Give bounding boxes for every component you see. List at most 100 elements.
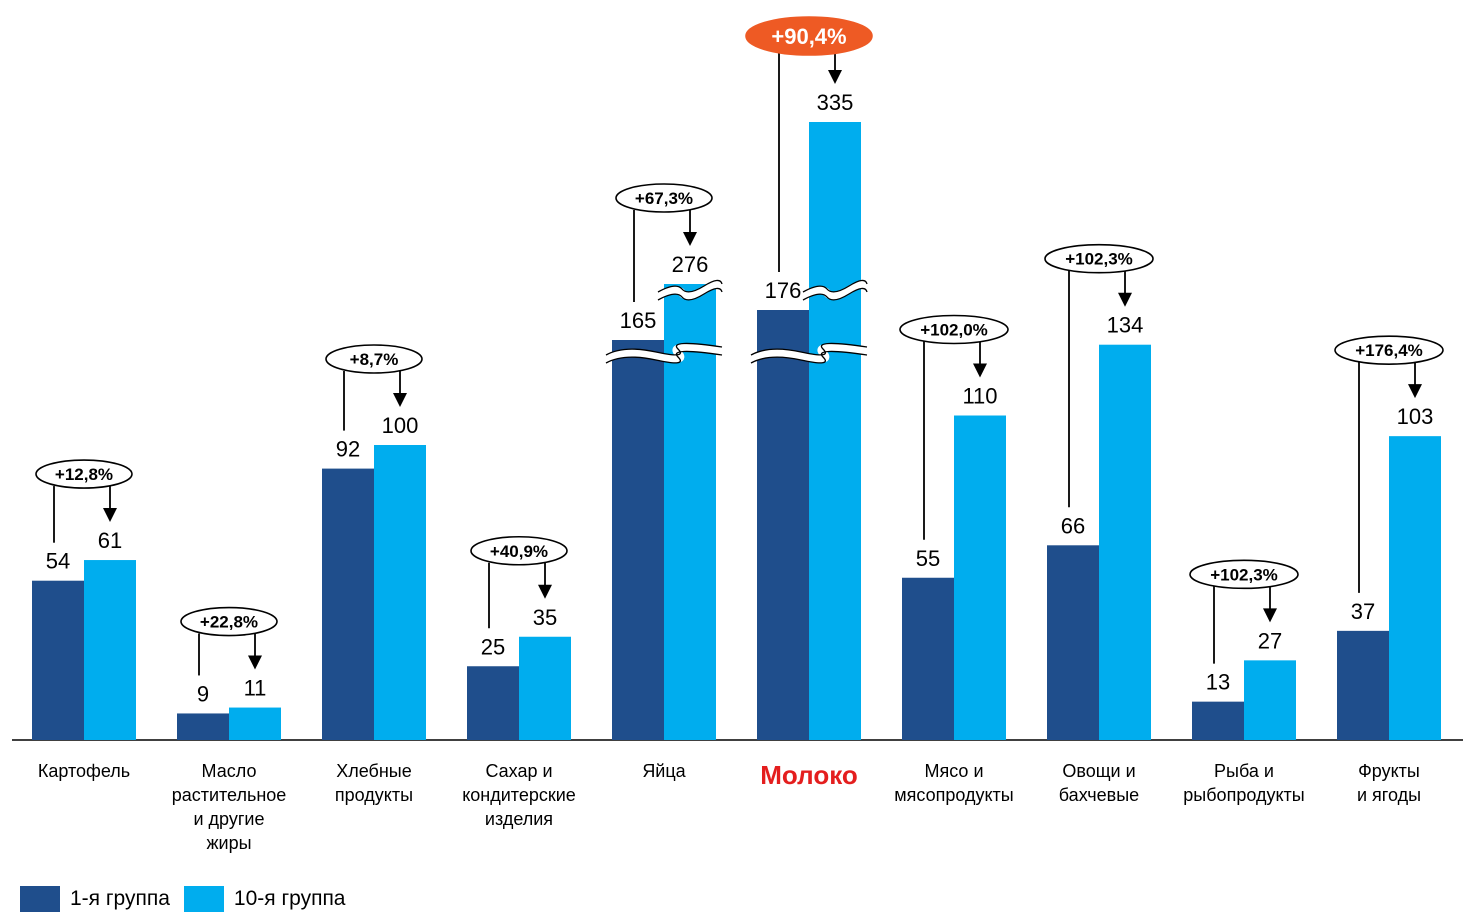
value-label-group-10: 110: [962, 384, 997, 409]
change-badge-label: +67,3%: [635, 189, 693, 208]
axis-break-upper-gap: [656, 280, 726, 300]
bar-group-1: [612, 340, 664, 740]
bar-group-10: [1389, 436, 1441, 740]
category-label: продукты: [335, 785, 413, 805]
legend-label-group-1: 1-я группа: [70, 887, 170, 910]
change-badge: [35, 459, 133, 489]
bar-group-1: [1337, 630, 1389, 740]
change-badge: [615, 183, 713, 213]
category-label: жиры: [206, 833, 251, 853]
bar-group-10: [1099, 344, 1151, 740]
change-badge: [1334, 335, 1444, 365]
legend-label-group-10: 10-я группа: [233, 887, 346, 910]
category-label: кондитерские: [462, 785, 576, 805]
value-label-group-1: 66: [1061, 513, 1085, 538]
axis-break-lower-gap: [604, 343, 723, 363]
bar-group-10: [519, 636, 571, 740]
value-label-group-1: 176: [765, 278, 802, 303]
value-label-group-10: 61: [98, 528, 122, 553]
value-label-group-1: 55: [916, 546, 940, 571]
category-label: бахчевые: [1059, 785, 1139, 805]
value-label-group-1: 54: [46, 549, 70, 574]
axis-break-lower-gap: [749, 343, 868, 363]
legend-swatch-group-10: [183, 886, 224, 912]
value-label-group-1: 165: [620, 308, 657, 333]
category-label: Масло: [202, 761, 257, 781]
change-badge-label: +102,3%: [1210, 565, 1278, 584]
legend-item-group-1: 1-я группа: [20, 886, 170, 912]
bar-group-1: [467, 666, 519, 740]
change-arrow-head: [393, 393, 407, 407]
bar-group-1: [902, 577, 954, 740]
axis-break-lower-line-top: [750, 342, 868, 356]
value-label-group-1: 13: [1206, 670, 1230, 695]
category-label: Мясо и: [924, 761, 983, 781]
category-label: изделия: [485, 809, 553, 829]
change-badge: [745, 16, 873, 56]
bar-group-1: [32, 580, 84, 740]
category-label: Молоко: [760, 760, 858, 790]
change-arrow-head: [103, 508, 117, 523]
change-badge: [899, 314, 1009, 345]
legend-swatch-group-1: [20, 886, 60, 912]
bar-group-10: [84, 560, 136, 740]
bar-group-10: [374, 445, 426, 740]
category-label: мясопродукты: [894, 785, 1013, 805]
change-badge: [1189, 559, 1299, 590]
axis-break-lower-line-top: [605, 342, 723, 356]
change-arrow-head: [1263, 608, 1277, 623]
value-label-group-1: 25: [481, 634, 505, 659]
category-label: Овощи и: [1062, 761, 1135, 781]
value-label-group-1: 9: [197, 681, 209, 706]
change-arrow-head: [1408, 384, 1422, 399]
change-arrow-head: [973, 363, 987, 378]
value-label-group-10: 335: [817, 90, 854, 115]
axis-break-upper-gap: [801, 280, 871, 300]
category-label: Фрукты: [1358, 761, 1420, 781]
legend: 1-я группа 10-я группа: [20, 886, 360, 912]
change-badge: [325, 344, 423, 374]
category-label: Картофель: [38, 761, 130, 781]
axis-break-upper-line-top: [657, 279, 723, 293]
bar-group-1: [1192, 701, 1244, 740]
value-label-group-10: 276: [672, 252, 709, 277]
change-badge: [1044, 243, 1154, 274]
category-label: Сахар и: [485, 761, 552, 781]
value-label-group-1: 92: [336, 437, 360, 462]
bar-group-10: [809, 122, 861, 740]
axis-break-upper-line-bottom: [802, 287, 868, 301]
change-badge-label: +22,8%: [200, 613, 258, 632]
change-badge-label: +176,4%: [1355, 341, 1423, 360]
plot-area: 54 61 +12,8% Картофель 9 11 +22,8% Масло растите…: [12, 16, 1463, 853]
axis-break-lower-line-bottom: [605, 350, 723, 364]
legend-item-group-10: 10-я группа: [183, 886, 346, 912]
bar-group-1: [1047, 545, 1099, 740]
axis-break-upper-line-top: [802, 279, 868, 293]
category-label: Хлебные: [336, 761, 412, 781]
axis-break-upper-line-bottom: [657, 287, 723, 301]
change-badge-label: +90,4%: [771, 24, 846, 49]
change-arrow-head: [1118, 292, 1132, 307]
value-label-group-10: 103: [1397, 404, 1434, 429]
change-badge-label: +102,0%: [920, 321, 988, 340]
category-label: Яйца: [642, 761, 686, 781]
change-badge-label: +102,3%: [1065, 250, 1133, 269]
bar-group-10: [1244, 660, 1296, 740]
category-label: растительное: [172, 785, 287, 805]
change-badge: [180, 606, 278, 637]
change-badge-label: +40,9%: [490, 542, 548, 561]
change-arrow-head: [248, 655, 262, 670]
bar-group-10: [954, 415, 1006, 740]
value-label-group-10: 11: [244, 676, 267, 701]
axis-break-lower-line-bottom: [750, 350, 868, 364]
change-arrow-head: [683, 232, 697, 246]
category-label: рыбопродукты: [1183, 785, 1304, 805]
value-label-group-10: 27: [1258, 628, 1282, 653]
change-badge-label: +12,8%: [55, 465, 113, 484]
category-label: и другие: [194, 809, 265, 829]
change-arrow-head: [828, 70, 842, 84]
bar-group-10: [229, 707, 281, 740]
change-arrow-head: [538, 584, 552, 599]
value-label-group-10: 35: [533, 605, 557, 630]
